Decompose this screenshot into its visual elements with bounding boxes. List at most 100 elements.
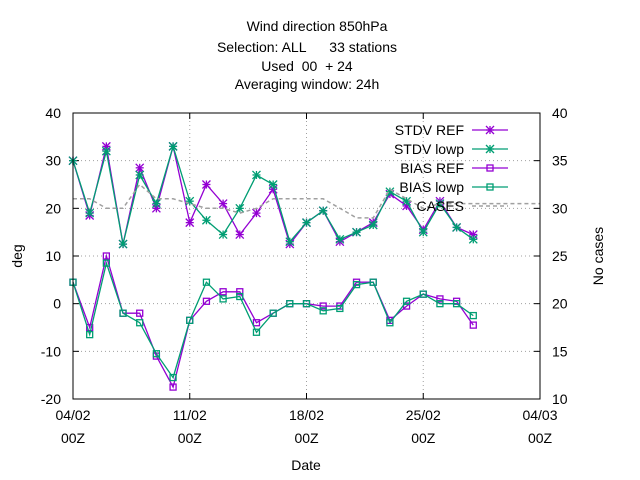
data-point	[252, 208, 261, 218]
data-point	[452, 222, 462, 232]
data-point	[101, 146, 111, 156]
x-tick-label-time: 00Z	[294, 430, 319, 446]
data-point	[152, 350, 161, 358]
y2-tick-label: 30	[552, 200, 568, 216]
data-point	[236, 288, 244, 296]
data-point	[302, 218, 311, 228]
data-point	[219, 288, 227, 296]
series-line	[72, 260, 474, 380]
x-tick-label: 04/03	[522, 407, 557, 423]
data-point	[452, 300, 461, 308]
data-point	[119, 309, 127, 317]
y2-tick-label: 15	[552, 343, 568, 359]
x-tick-label: 04/02	[55, 407, 90, 423]
data-point	[485, 125, 495, 135]
legend-label: STDV lowp	[394, 141, 464, 157]
data-point	[201, 180, 211, 189]
data-point	[319, 307, 327, 315]
data-point	[369, 278, 377, 286]
data-point	[268, 180, 278, 189]
data-point	[352, 227, 361, 237]
series-line	[72, 253, 474, 389]
x-tick-label-time: 00Z	[528, 430, 553, 446]
data-point	[352, 280, 361, 289]
data-point	[85, 208, 95, 218]
data-point	[186, 316, 194, 325]
data-point	[102, 259, 111, 267]
series-line	[73, 183, 540, 219]
legend-label: STDV REF	[395, 122, 464, 138]
data-point	[136, 309, 144, 317]
data-point	[218, 230, 228, 240]
y2-tick-label: 25	[552, 248, 568, 264]
y2-axis-label: No cases	[590, 227, 606, 285]
data-point	[302, 300, 311, 308]
data-point	[336, 304, 344, 313]
data-point	[151, 199, 161, 209]
data-point	[469, 311, 477, 320]
data-point	[335, 234, 345, 244]
x-tick-label-time: 00Z	[61, 430, 86, 446]
y-tick-label: -10	[41, 343, 61, 359]
series-stdv-ref	[68, 141, 478, 249]
data-point	[135, 163, 145, 173]
title-line-3: Used 00 + 24	[261, 58, 353, 74]
title-line-4: Averaging window: 24h	[235, 76, 380, 92]
data-point	[386, 319, 394, 327]
data-point	[318, 206, 328, 216]
data-point	[86, 323, 94, 332]
series-cases	[73, 183, 540, 219]
data-point	[436, 295, 444, 303]
data-point	[252, 328, 261, 336]
x-tick-label-time: 00Z	[178, 430, 203, 446]
data-point	[235, 230, 245, 240]
data-point	[368, 220, 378, 230]
y-tick-label: -20	[41, 391, 61, 407]
legend: STDV REF STDV lowp BIAS REF BIAS lowp CASES	[394, 122, 508, 214]
data-point	[202, 297, 211, 305]
data-point	[419, 290, 427, 298]
series-bias-ref	[69, 252, 477, 391]
ticks: -20 -10 0 10 20 30 40 10 15 20 25 30 35 40 04/02 00Z 11/…	[41, 105, 568, 446]
x-tick-label: 18/02	[289, 407, 324, 423]
y-tick-label: 0	[53, 296, 61, 312]
data-point	[468, 234, 478, 244]
data-point	[486, 183, 494, 191]
data-point	[118, 239, 128, 249]
data-point	[402, 196, 412, 206]
data-point	[168, 141, 178, 151]
y2-tick-label: 20	[552, 296, 568, 312]
title-line-2: Selection: ALL 33 stations	[217, 39, 397, 55]
data-point	[486, 164, 494, 172]
data-point	[269, 309, 277, 317]
legend-label: CASES	[417, 198, 464, 214]
y-tick-label: 40	[45, 105, 61, 121]
series	[68, 141, 540, 391]
data-point	[219, 295, 227, 303]
y2-tick-label: 35	[552, 153, 568, 169]
data-point	[252, 319, 261, 327]
data-point	[202, 278, 211, 286]
data-point	[319, 302, 327, 310]
x-tick-label-time: 00Z	[411, 430, 436, 446]
y-tick-label: 10	[45, 248, 61, 264]
data-point	[485, 144, 495, 154]
series-bias-lowp	[69, 259, 477, 382]
data-point	[235, 203, 245, 213]
x-axis-label: Date	[291, 457, 321, 473]
y2-tick-label: 40	[552, 105, 568, 121]
data-point	[286, 300, 294, 308]
data-point	[86, 330, 94, 339]
data-point	[169, 373, 177, 382]
series-stdv-lowp	[68, 141, 478, 249]
chart-title: Wind direction 850hPa Selection: ALL 33 …	[217, 18, 397, 92]
data-point	[201, 215, 211, 225]
data-point	[136, 319, 144, 327]
data-point	[218, 199, 228, 209]
data-point	[169, 383, 177, 391]
y-tick-label: 20	[45, 200, 61, 216]
data-point	[469, 321, 477, 329]
legend-label: BIAS lowp	[399, 179, 464, 195]
plot-frame	[72, 112, 541, 400]
